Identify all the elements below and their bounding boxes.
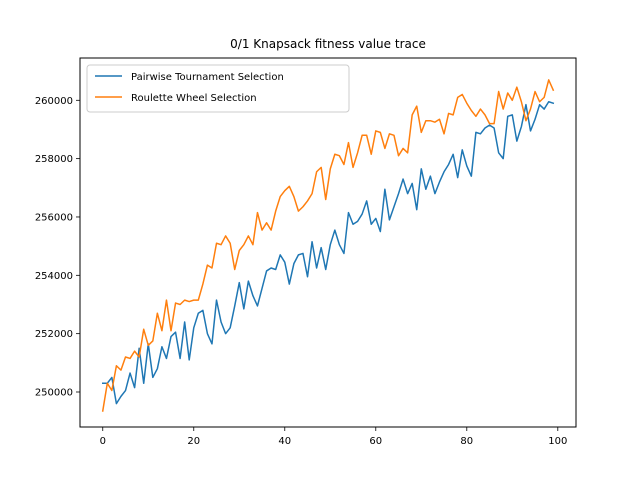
x-tick-label: 100	[548, 436, 567, 447]
series-line-0	[102, 101, 555, 405]
y-tick-label: 258000	[35, 154, 73, 165]
legend: Pairwise Tournament Selection Roulette Wh…	[86, 64, 350, 113]
legend-label-0: Pairwise Tournament Selection	[131, 72, 284, 83]
legend-box	[86, 64, 350, 113]
x-tick-label: 0	[100, 436, 106, 447]
chart-title: 0/1 Knapsack fitness value trace	[230, 37, 426, 51]
legend-label-1: Roulette Wheel Selection	[131, 93, 257, 104]
x-tick-label: 20	[187, 436, 200, 447]
y-tick-label: 250000	[35, 387, 73, 398]
series-line-1	[101, 79, 555, 412]
y-tick-label: 256000	[35, 212, 73, 223]
y-tick-label: 254000	[35, 271, 73, 282]
axis-ticks: 0 20 40 60 80 100 250000 252000 254000 256000 2580…	[35, 96, 568, 447]
x-tick-label: 40	[278, 436, 291, 447]
y-tick-label: 260000	[35, 96, 73, 107]
plot-frame	[79, 57, 577, 428]
x-tick-label: 80	[460, 436, 473, 447]
plot-lines	[101, 79, 555, 412]
x-tick-label: 60	[369, 436, 382, 447]
y-tick-label: 252000	[35, 329, 73, 340]
